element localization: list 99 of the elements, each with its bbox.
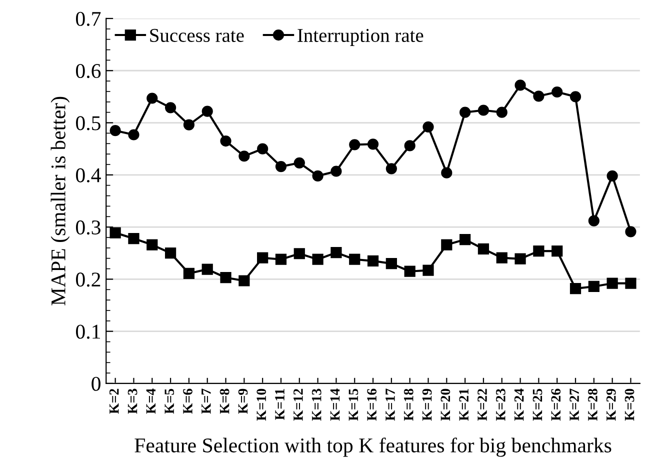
point — [294, 157, 305, 168]
point — [349, 139, 360, 150]
point — [478, 104, 490, 116]
point — [164, 102, 176, 114]
x-tick-label: K=6 — [183, 388, 192, 414]
y-tick-label: 0.1 — [76, 324, 100, 339]
point — [552, 86, 563, 98]
x-tick-label: K=28 — [588, 388, 598, 421]
point — [386, 163, 397, 174]
y-tick-label: 0.7 — [76, 12, 101, 26]
point — [367, 255, 379, 266]
x-tick-label: K=14 — [330, 388, 340, 421]
point — [257, 143, 268, 154]
point — [496, 106, 508, 118]
point — [422, 264, 434, 276]
x-tick-label: K=3 — [128, 388, 138, 414]
x-tick-label: K=10 — [256, 388, 266, 421]
point — [367, 138, 379, 150]
point — [514, 253, 526, 264]
x-tick-label: K=22 — [478, 388, 487, 421]
point — [312, 254, 324, 265]
point — [386, 258, 397, 270]
x-tick-label: K=30 — [624, 388, 634, 421]
x-tick-label: K=18 — [404, 388, 414, 421]
x-tick-label: K=19 — [422, 388, 432, 421]
x-tick-label: K=26 — [551, 388, 561, 421]
x-tick-label: K=15 — [348, 388, 358, 421]
x-tick-label: K=12 — [294, 388, 303, 421]
point — [588, 280, 600, 292]
point — [533, 245, 544, 257]
point — [275, 254, 287, 265]
y-tick-label: 0 — [92, 376, 100, 391]
point — [275, 161, 287, 172]
x-tick-label: K=24 — [514, 388, 524, 421]
point — [183, 119, 195, 130]
point — [312, 170, 324, 182]
point — [404, 266, 416, 277]
x-tick-label: K=11 — [275, 389, 284, 420]
point — [238, 275, 250, 286]
point — [220, 135, 232, 147]
x-tick-label: K=17 — [386, 388, 395, 421]
point — [478, 243, 490, 254]
point — [257, 252, 268, 264]
y-tick-label: 0.4 — [76, 168, 101, 182]
y-tick-label: 0.2 — [76, 272, 100, 287]
point — [496, 252, 508, 264]
point — [533, 90, 544, 102]
point — [164, 248, 176, 259]
point — [625, 278, 636, 289]
y-tick-label: 0.3 — [76, 220, 100, 235]
point — [330, 247, 342, 258]
point — [514, 80, 526, 91]
point — [441, 239, 452, 250]
x-tick-label: K=9 — [238, 388, 248, 414]
point — [294, 248, 305, 260]
point — [570, 91, 582, 102]
x-tick-label: K=16 — [367, 388, 376, 421]
x-tick-label: K=13 — [312, 388, 322, 421]
x-tick-label: K=7 — [202, 388, 211, 414]
point — [552, 245, 563, 257]
point — [588, 215, 600, 226]
x-tick-label: K=4 — [146, 388, 156, 414]
y-tick-label: 0.6 — [76, 64, 101, 78]
x-tick-label: K=23 — [496, 388, 506, 421]
point — [183, 268, 195, 279]
point — [460, 234, 471, 246]
point — [238, 150, 250, 162]
point — [606, 278, 618, 289]
point — [128, 232, 140, 244]
x-tick-label: K=5 — [164, 388, 174, 414]
point — [110, 125, 121, 136]
y-tick-label: 0.5 — [76, 116, 100, 130]
point — [146, 92, 158, 104]
point — [441, 167, 452, 178]
point — [570, 283, 582, 294]
point — [606, 170, 618, 182]
x-tick-label: K=27 — [570, 388, 579, 421]
point — [220, 272, 232, 284]
point — [460, 106, 471, 118]
x-axis-title: Feature Selection with top K features for big benchmarks — [134, 438, 612, 457]
y-axis-title: MAPE (smaller is better) — [50, 96, 70, 306]
point — [404, 140, 416, 152]
x-tick-label: K=25 — [532, 388, 542, 421]
x-tick-label: K=29 — [606, 388, 616, 421]
x-tick-label: K=8 — [220, 388, 230, 414]
point — [349, 254, 360, 265]
point — [128, 129, 140, 140]
point — [202, 106, 213, 117]
x-tick-label: K=2 — [109, 388, 119, 414]
point — [110, 227, 121, 238]
point — [422, 121, 434, 132]
point — [625, 226, 636, 238]
x-tick-label: K=21 — [459, 389, 468, 421]
legend-label: Interruption rate — [298, 28, 424, 46]
point — [202, 264, 213, 275]
x-tick-label: K=20 — [440, 388, 450, 421]
point — [146, 239, 158, 250]
legend-label: Success rate — [150, 28, 244, 42]
point — [330, 166, 342, 177]
